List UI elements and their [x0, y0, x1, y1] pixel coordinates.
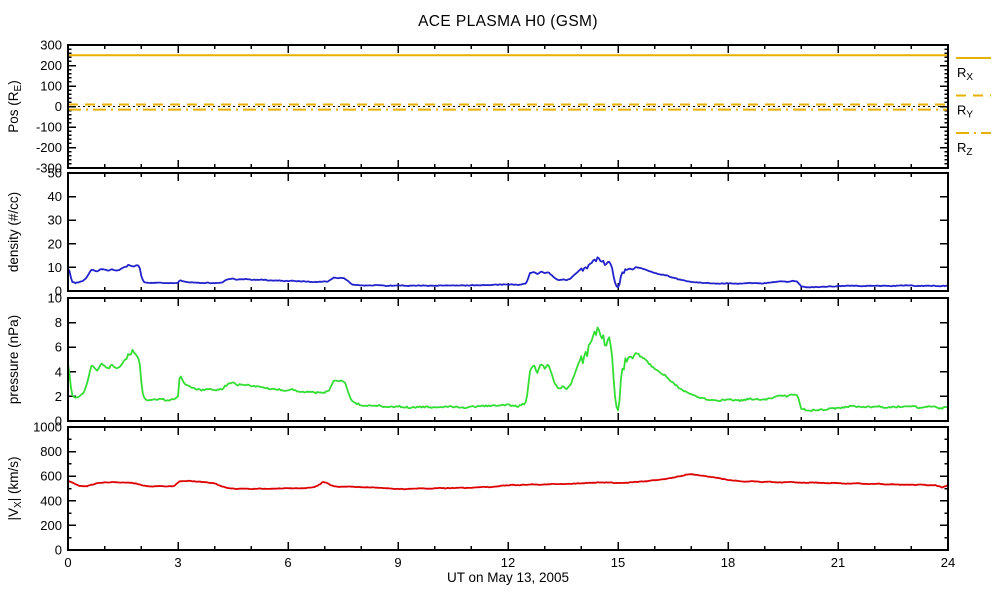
y-ticks: 0 10 20 30 40 50	[48, 166, 948, 299]
x-tick-label: 3	[174, 555, 181, 570]
x-tick-label: 0	[64, 555, 71, 570]
y-axis-label-position: Pos (RE)	[6, 80, 24, 132]
y-tick-label: 400	[40, 493, 62, 508]
y-tick-label: 10	[48, 291, 62, 306]
legend: RX RY RZ	[956, 57, 991, 158]
y-tick-label: 2	[55, 389, 62, 404]
legend-label-R_Z: RZ	[957, 140, 973, 158]
panel-pressure: 0 2 4 6 8 10 pressure (nPa)	[6, 291, 949, 429]
y-tick-label: 100	[40, 79, 62, 94]
y-axis-label-pressure: pressure (nPa)	[6, 315, 21, 404]
y-ticks: 0 2 4 6 8 10	[48, 291, 948, 429]
y-tick-label: 10	[48, 260, 62, 275]
y-tick-label: 0	[55, 284, 62, 299]
panel-velocity: 0 200 400 600 800 1000 |VX| (km/s) 0 3 6 9 12 15 18 21…	[6, 420, 955, 571]
y-tick-label: 300	[40, 38, 62, 53]
trace-Vx	[69, 473, 947, 491]
legend-label-R_X: RX	[957, 65, 973, 83]
panel-position: -300 -200 -100 0 100 200 300 Pos (RE) RX RY RZ	[6, 38, 991, 176]
y-ticks: 0 200 400 600 800 1000	[33, 420, 948, 558]
y-tick-label: 200	[40, 58, 62, 73]
panel-border	[67, 44, 949, 169]
panel-border	[67, 297, 949, 422]
legend-label-R_Y: RY	[957, 103, 973, 121]
x-ticks	[67, 173, 949, 291]
y-ticks: -300 -200 -100 0 100 200 300	[36, 38, 948, 176]
x-tick-label: 18	[721, 555, 735, 570]
y-tick-label: 200	[40, 518, 62, 533]
x-tick-label: 21	[831, 555, 845, 570]
y-tick-label: 40	[48, 189, 62, 204]
x-tick-labels: 0 3 6 9 12 15 18 21 24	[64, 555, 955, 570]
y-tick-label: 0	[55, 99, 62, 114]
panel-border	[67, 426, 949, 551]
x-tick-label: 6	[284, 555, 291, 570]
x-tick-label: 9	[394, 555, 401, 570]
trace-pressure	[69, 326, 947, 413]
x-ticks	[67, 427, 949, 550]
y-tick-label: 20	[48, 236, 62, 251]
chart-title: ACE PLASMA H0 (GSM)	[418, 13, 598, 30]
y-axis-label-velocity: |VX| (km/s)	[6, 457, 24, 521]
x-tick-label: 12	[501, 555, 515, 570]
x-tick-label: 24	[941, 555, 955, 570]
y-tick-label: 4	[55, 364, 62, 379]
panel-density: 0 10 20 30 40 50 density (#/cc)	[6, 166, 949, 299]
y-axis-label-density: density (#/cc)	[6, 192, 21, 272]
y-tick-label: 800	[40, 444, 62, 459]
y-tick-label: 1000	[33, 420, 62, 435]
y-tick-label: -300	[36, 161, 62, 176]
y-tick-label: 6	[55, 340, 62, 355]
x-ticks	[67, 298, 949, 421]
y-tick-label: -100	[36, 120, 62, 135]
y-tick-label: 600	[40, 469, 62, 484]
panel-border	[67, 172, 949, 292]
y-tick-label: 8	[55, 315, 62, 330]
y-tick-label: -200	[36, 140, 62, 155]
y-tick-label: 30	[48, 213, 62, 228]
y-tick-label: 0	[55, 414, 62, 429]
y-tick-label: 50	[48, 166, 62, 181]
y-tick-label: 0	[55, 543, 62, 558]
trace-density	[69, 256, 947, 289]
x-axis-label: UT on May 13, 2005	[446, 570, 570, 585]
x-tick-label: 15	[611, 555, 625, 570]
